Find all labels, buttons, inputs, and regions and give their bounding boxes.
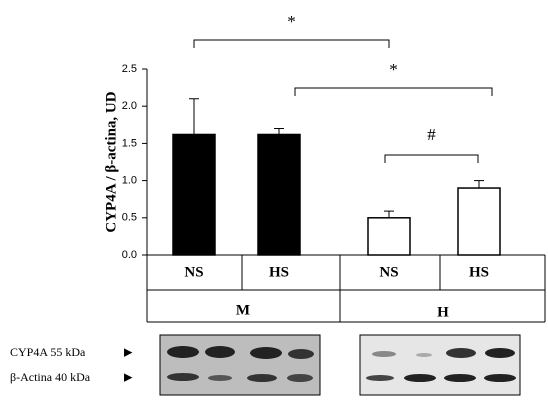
y-tick-label: 1.0 bbox=[122, 175, 137, 187]
significance-label: * bbox=[389, 60, 398, 79]
significance-bracket bbox=[294, 87, 493, 96]
significance-label: * bbox=[287, 12, 296, 31]
x-tick-label: NS bbox=[379, 264, 398, 280]
significance-bracket bbox=[384, 154, 479, 163]
y-tick-label: 2.5 bbox=[122, 63, 137, 75]
x-tick-label: HS bbox=[469, 264, 489, 280]
x-tick-label: HS bbox=[269, 264, 289, 280]
bar bbox=[367, 217, 411, 256]
blot-label: β-Actina 40 kDa bbox=[10, 370, 91, 384]
significance-bracket bbox=[193, 39, 390, 48]
blot-label: CYP4A 55 kDa bbox=[10, 345, 86, 359]
group-label: H bbox=[437, 304, 449, 320]
arrow: ▶ bbox=[124, 347, 133, 359]
blot-image bbox=[159, 334, 521, 396]
arrow: ▶ bbox=[124, 372, 133, 384]
y-axis-label: CYP4A / β-actina, UD bbox=[103, 91, 119, 232]
bar bbox=[457, 187, 501, 256]
bar bbox=[257, 133, 301, 256]
y-tick-label: 0.5 bbox=[122, 212, 137, 224]
bar bbox=[172, 133, 216, 256]
y-tick-label: 0.0 bbox=[122, 249, 137, 261]
group-label: M bbox=[236, 302, 250, 318]
significance-label: # bbox=[427, 125, 436, 144]
y-tick-label: 1.5 bbox=[122, 137, 137, 149]
x-tick-label: NS bbox=[184, 264, 203, 280]
y-tick-label: 2.0 bbox=[122, 100, 137, 112]
